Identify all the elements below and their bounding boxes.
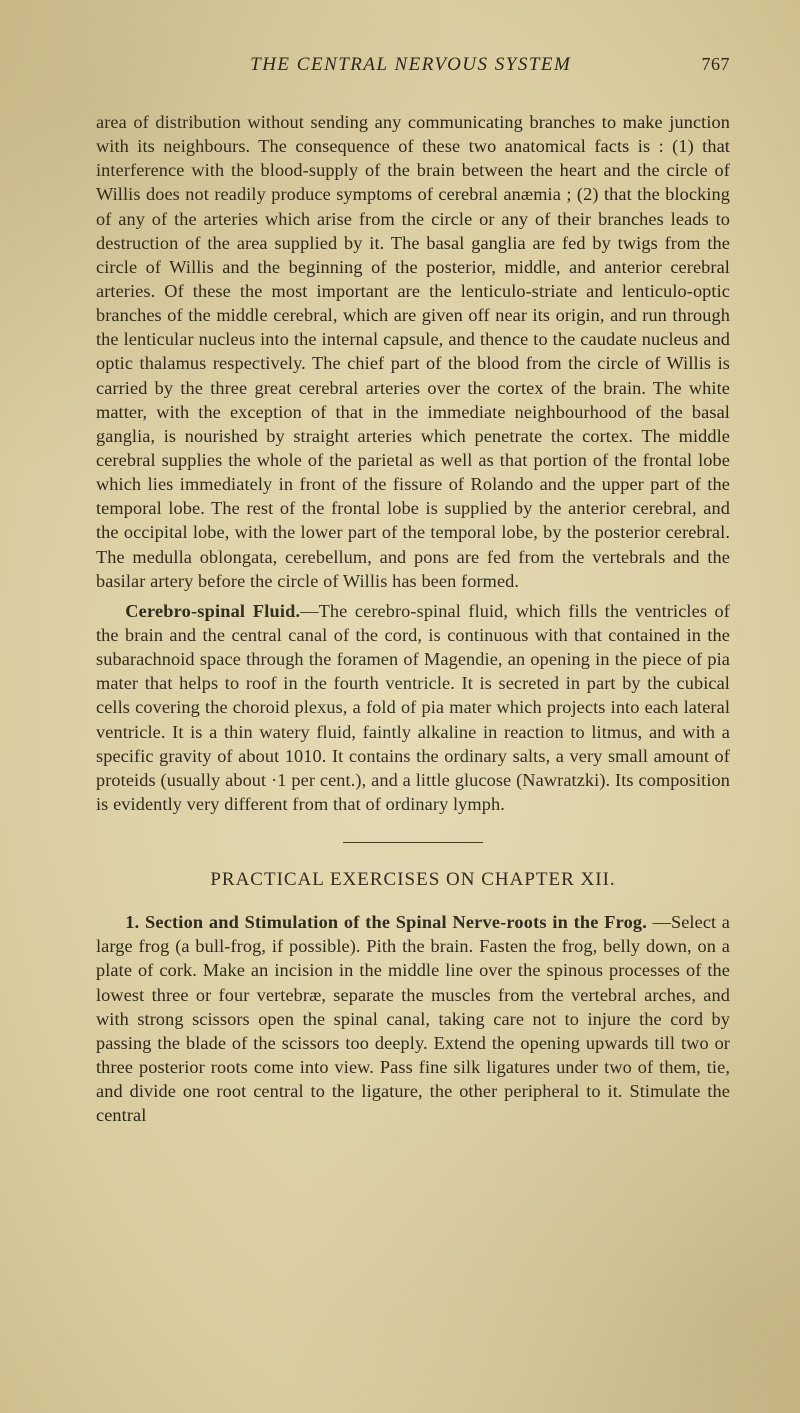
page-number: 767: [702, 54, 731, 75]
section-rule: [343, 842, 483, 843]
exercise-run-in: 1. Section and Stimulation of the Spinal…: [125, 912, 647, 932]
paragraph-continuation: area of distribution without sending any…: [96, 110, 730, 593]
exercises-heading: PRACTICAL EXERCISES ON CHAPTER XII.: [96, 867, 730, 892]
body-text: area of distribution without sending any…: [96, 110, 730, 1127]
paragraph-body: —The cerebro-spinal fluid, which fills t…: [96, 601, 730, 814]
exercise-1: 1. Section and Stimulation of the Spinal…: [96, 910, 730, 1127]
running-head: THE CENTRAL NERVOUS SYSTEM 767: [96, 54, 730, 76]
running-title: THE CENTRAL NERVOUS SYSTEM: [136, 54, 686, 76]
exercise-body: —Select a large frog (a bull-frog, if po…: [96, 912, 730, 1125]
run-in-heading: Cerebro-spinal Fluid.: [125, 601, 300, 621]
paragraph-cerebrospinal-fluid: Cerebro-spinal Fluid.—The cerebro-spinal…: [96, 599, 730, 816]
scanned-book-page: THE CENTRAL NERVOUS SYSTEM 767 area of d…: [0, 0, 800, 1413]
